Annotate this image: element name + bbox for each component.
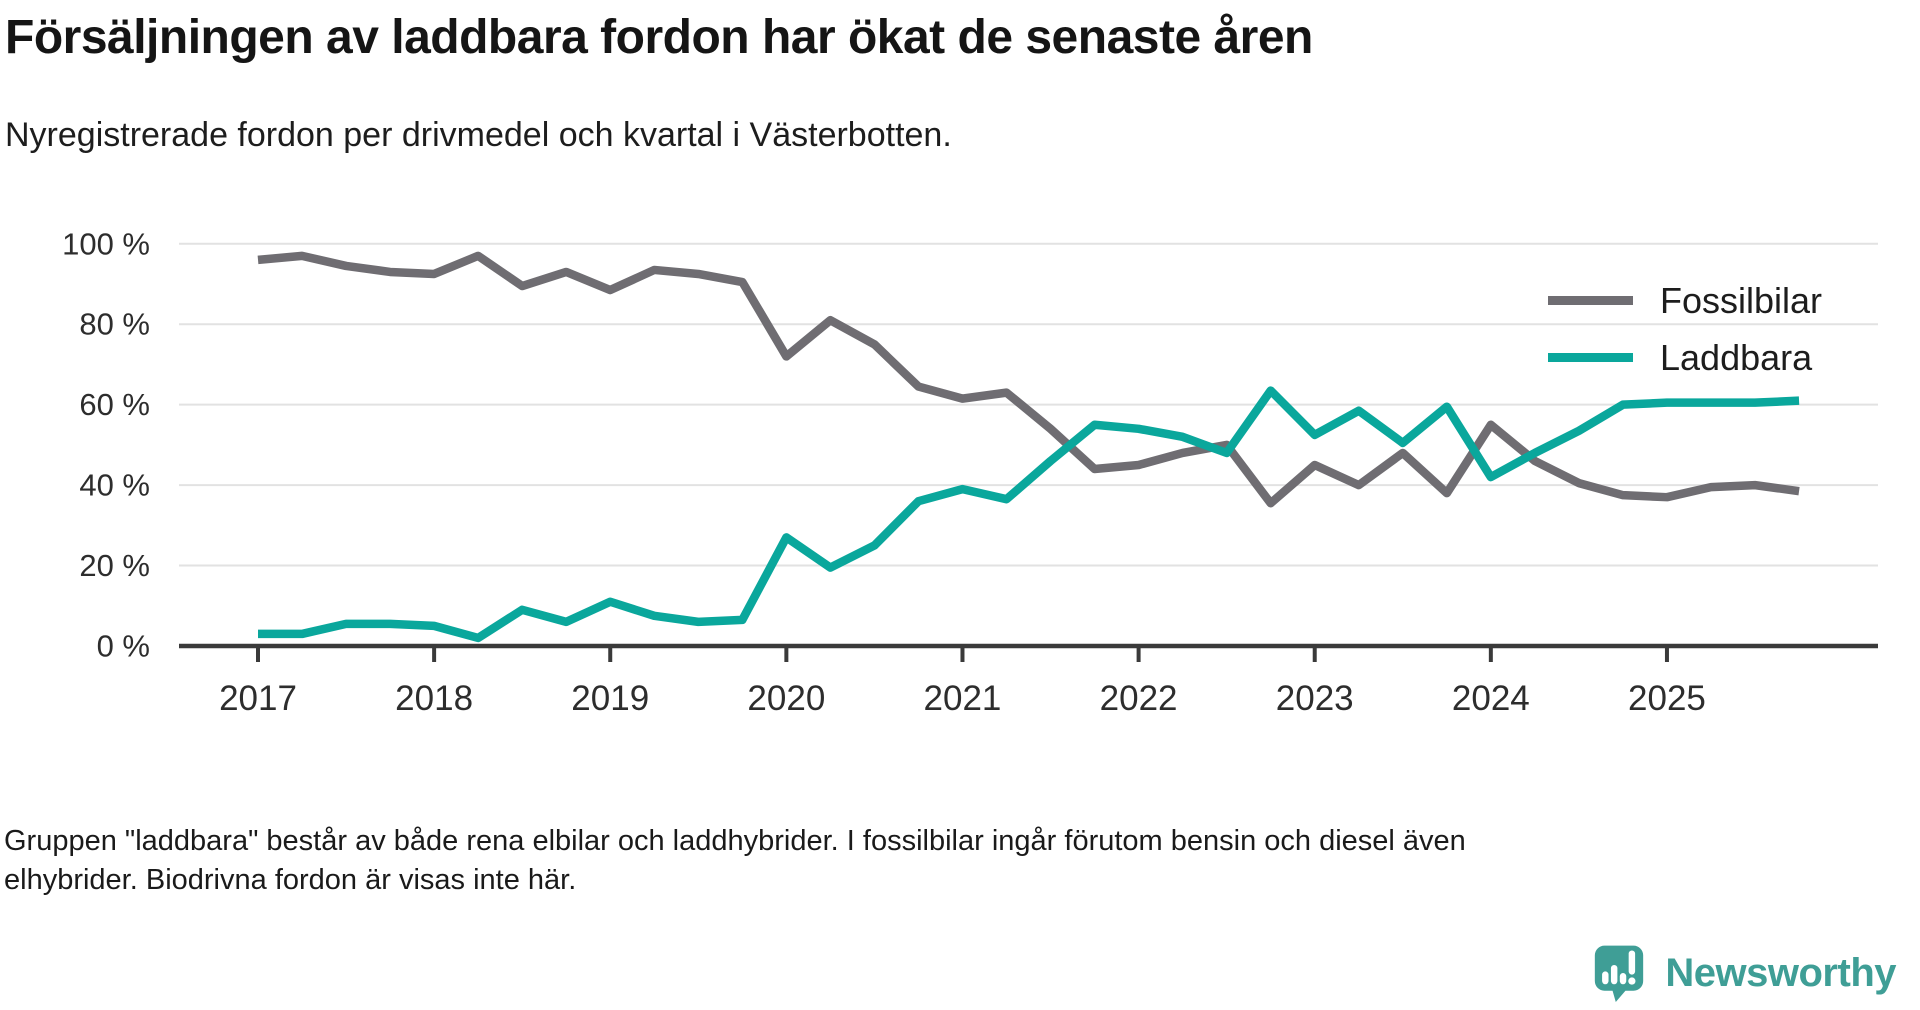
y-axis-tick-label: 80 %: [79, 307, 150, 342]
page-subtitle: Nyregistrerade fordon per drivmedel och …: [5, 116, 952, 154]
footnote-line-2: elhybrider. Biodrivna fordon är visas in…: [4, 864, 577, 896]
x-axis-tick-label: 2017: [219, 679, 297, 718]
newsworthy-logo-icon: [1595, 945, 1644, 1002]
line-chart: 0 % 20 % 40 % 60 % 80 % 100 % 2017 2018 2019 2020…: [62, 226, 1878, 718]
legend-label-laddbara: Laddbara: [1660, 337, 1813, 378]
page-title: Försäljningen av laddbara fordon har öka…: [5, 11, 1313, 64]
series-line-laddbara: [258, 386, 1800, 643]
series-line-fossilbilar: [257, 251, 1800, 508]
newsworthy-logo: Newsworthy: [1593, 944, 1896, 1002]
y-axis-tick-label: 40 %: [79, 468, 150, 503]
chart-footnote: Gruppen "laddbara" består av både rena e…: [4, 822, 1466, 900]
x-axis-tick-label: 2022: [1100, 679, 1178, 718]
legend-swatch-fossilbilar: [1548, 296, 1633, 305]
y-axis-tick-label: 20 %: [79, 548, 150, 583]
newsworthy-logo-text: Newsworthy: [1665, 950, 1896, 995]
x-axis-tick-label: 2024: [1452, 679, 1530, 718]
x-axis-tick-label: 2019: [571, 679, 649, 718]
footnote-line-1: Gruppen "laddbara" består av både rena e…: [4, 825, 1466, 857]
legend-label-fossilbilar: Fossilbilar: [1660, 280, 1822, 321]
x-axis-tick-label: 2025: [1628, 679, 1706, 718]
y-axis-tick-label: 0 %: [97, 629, 150, 664]
x-axis-tick-label: 2018: [395, 679, 473, 718]
legend-swatch-laddbara: [1548, 353, 1633, 362]
x-axis-tick-label: 2020: [747, 679, 825, 718]
x-axis-tick-label: 2021: [924, 679, 1002, 718]
y-axis-tick-label: 100 %: [62, 226, 150, 261]
y-axis-tick-label: 60 %: [79, 387, 150, 422]
x-axis-tick-label: 2023: [1276, 679, 1354, 718]
